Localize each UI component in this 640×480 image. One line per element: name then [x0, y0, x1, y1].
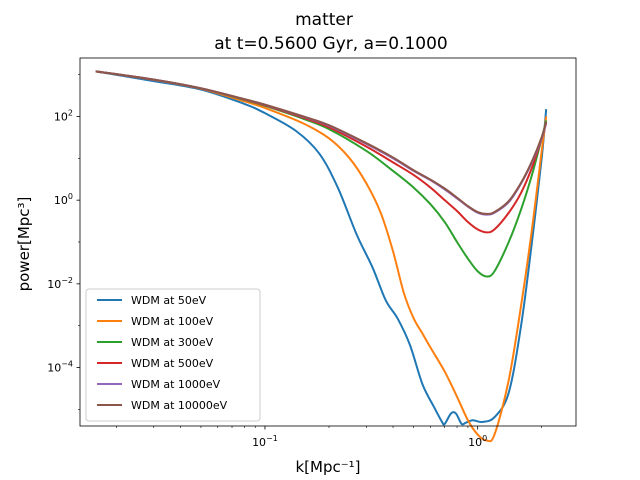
x-minor-ticks	[116, 426, 542, 428]
x-axis-ticks: 10−1 100	[252, 426, 487, 449]
y-tick-label: 10−2	[47, 276, 73, 291]
series-line-3	[95, 70, 548, 278]
y-tick-label: 102	[54, 108, 73, 123]
legend: WDM at 50eV WDM at 100eV WDM at 300eV WDM a…	[85, 288, 261, 422]
y-minor-ticks	[78, 74, 80, 410]
series-line-1	[95, 70, 548, 426]
series-line-4	[95, 70, 548, 234]
x-axis-label: k[Mpc⁻¹]	[295, 458, 360, 476]
legend-label-4: WDM at 500eV	[131, 357, 214, 370]
chart-title: matter	[295, 10, 353, 30]
y-axis-ticks: 10−4 10−2 100 102	[47, 108, 80, 375]
y-tick-label: 100	[54, 192, 73, 207]
legend-label-2: WDM at 100eV	[131, 315, 214, 328]
legend-label-3: WDM at 300eV	[131, 336, 214, 349]
y-tick-label: 10−4	[47, 360, 73, 375]
series-line-2	[95, 70, 548, 443]
series-line-6	[95, 70, 548, 215]
chart-subtitle: at t=0.5600 Gyr, a=0.1000	[214, 34, 447, 54]
x-tick-label: 100	[468, 434, 487, 449]
legend-label-5: WDM at 1000eV	[131, 378, 221, 391]
legend-label-6: WDM at 10000eV	[131, 399, 228, 412]
y-axis-label: power[Mpc³]	[15, 197, 33, 292]
series-line-5	[95, 70, 548, 216]
x-tick-label: 10−1	[252, 434, 278, 449]
series-group	[95, 70, 548, 443]
legend-label-1: WDM at 50eV	[131, 294, 207, 307]
plot-area	[79, 57, 577, 443]
legend-items: WDM at 50eV WDM at 100eV WDM at 300eV WDM a…	[97, 294, 228, 412]
legend-box	[85, 288, 261, 422]
